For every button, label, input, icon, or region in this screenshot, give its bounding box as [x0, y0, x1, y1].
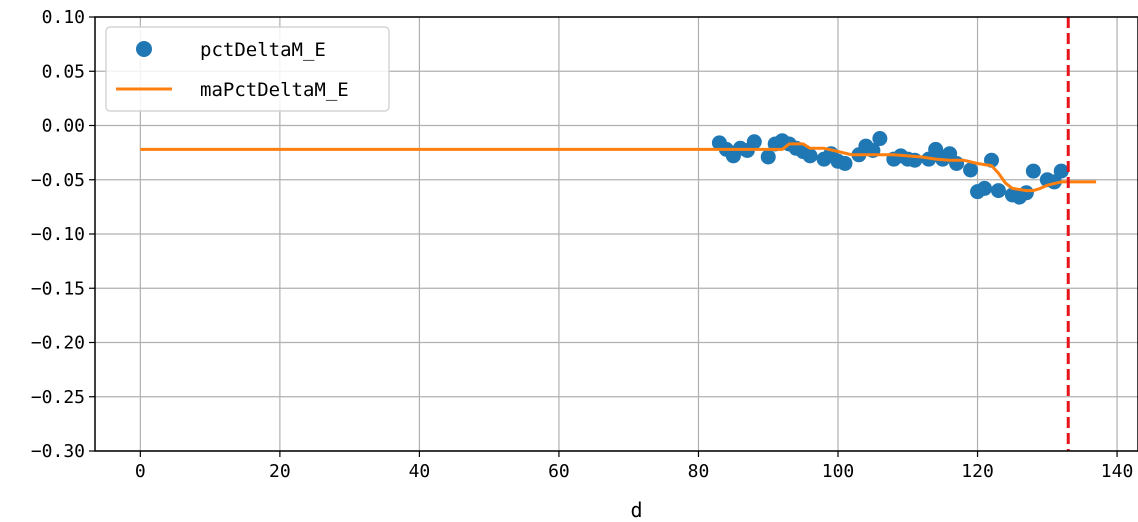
y-tick-label: 0.05 — [42, 61, 85, 82]
legend-label-pctDeltaM_E: pctDeltaM_E — [200, 39, 326, 61]
data-point — [746, 134, 762, 150]
data-point — [977, 180, 993, 196]
data-point — [1053, 163, 1069, 179]
x-tick-label: 0 — [135, 461, 146, 482]
x-tick-label: 120 — [961, 461, 994, 482]
y-tick-label: −0.15 — [31, 278, 85, 299]
x-tick-label: 60 — [548, 461, 570, 482]
data-point — [1025, 163, 1041, 179]
y-tick-label: 0.00 — [42, 116, 85, 137]
data-point — [1018, 185, 1034, 201]
x-tick-label: 20 — [269, 461, 291, 482]
x-tick-label: 80 — [688, 461, 710, 482]
x-tick-label: 40 — [409, 461, 431, 482]
data-layer — [140, 17, 1097, 451]
x-axis-label: d — [630, 498, 642, 522]
legend: pctDeltaM_E maPctDeltaM_E — [105, 26, 390, 112]
data-point — [990, 183, 1006, 199]
legend-box — [105, 26, 390, 112]
data-point — [949, 155, 965, 171]
y-tick-label: 0.10 — [42, 7, 85, 28]
data-point — [760, 149, 776, 165]
y-tick-label: −0.30 — [31, 441, 85, 462]
series-line-maPctDeltaM_E — [140, 142, 1097, 193]
data-point — [872, 131, 888, 147]
data-point — [963, 162, 979, 178]
y-tick-label: −0.10 — [31, 224, 85, 245]
y-tick-label: −0.20 — [31, 333, 85, 354]
ticks: 0 20 40 60 80 100 120 140 0.10 0.05 0.00 −0.05 −0.10… — [31, 7, 1134, 482]
legend-marker-pctDeltaM_E — [136, 41, 152, 57]
legend-label-maPctDeltaM_E: maPctDeltaM_E — [200, 79, 349, 101]
y-tick-label: −0.25 — [31, 387, 85, 408]
data-point — [802, 148, 818, 164]
x-tick-label: 100 — [822, 461, 855, 482]
x-tick-label: 140 — [1101, 461, 1134, 482]
data-point — [837, 155, 853, 171]
y-tick-label: −0.05 — [31, 170, 85, 191]
